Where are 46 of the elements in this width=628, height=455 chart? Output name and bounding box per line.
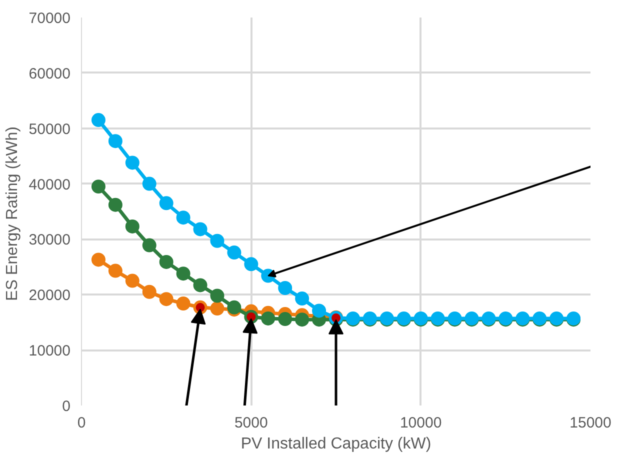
- point: [108, 198, 122, 212]
- x-tick-label: 15000: [570, 414, 612, 432]
- point: [176, 296, 190, 310]
- point: [193, 278, 208, 292]
- y-tick-label: 30000: [28, 232, 71, 249]
- x-axis-title: PV Installed Capacity (kW): [240, 436, 432, 452]
- point: [159, 254, 174, 269]
- point: [278, 312, 292, 326]
- point: [108, 134, 122, 148]
- point: [244, 257, 258, 272]
- x-tick-label: 5000: [234, 414, 268, 432]
- point: [193, 222, 208, 236]
- point: [159, 196, 174, 210]
- point: [142, 284, 156, 299]
- point: [176, 266, 190, 281]
- y-tick-label: 20000: [28, 287, 71, 304]
- x-tick-label: 10000: [400, 414, 442, 432]
- y-tick-label: 50000: [28, 120, 71, 138]
- point: [278, 281, 292, 295]
- y-tick-label: 0: [62, 398, 70, 415]
- point: [210, 234, 224, 248]
- point: [210, 302, 224, 316]
- point: [227, 300, 242, 314]
- point: [91, 113, 106, 128]
- point: [210, 288, 224, 303]
- point: [176, 210, 190, 225]
- point: [312, 304, 326, 318]
- point: [295, 292, 310, 306]
- point: [159, 292, 174, 306]
- point: [125, 156, 140, 170]
- point: [125, 219, 140, 234]
- point: [125, 274, 140, 288]
- point: [91, 180, 106, 194]
- point: [227, 246, 242, 260]
- point: [108, 264, 122, 278]
- point: [295, 312, 310, 327]
- point: [142, 238, 156, 252]
- point: [91, 252, 106, 267]
- y-tick-label: 40000: [28, 176, 71, 194]
- y-axis-title: ES Energy Rating (kWh): [4, 126, 21, 301]
- y-tick-label: 70000: [28, 10, 71, 27]
- y-tick-label: 60000: [28, 65, 71, 82]
- x-tick-label: 0: [77, 414, 86, 432]
- point: [142, 176, 156, 191]
- point: [261, 311, 276, 326]
- y-tick-label: 10000: [28, 342, 71, 360]
